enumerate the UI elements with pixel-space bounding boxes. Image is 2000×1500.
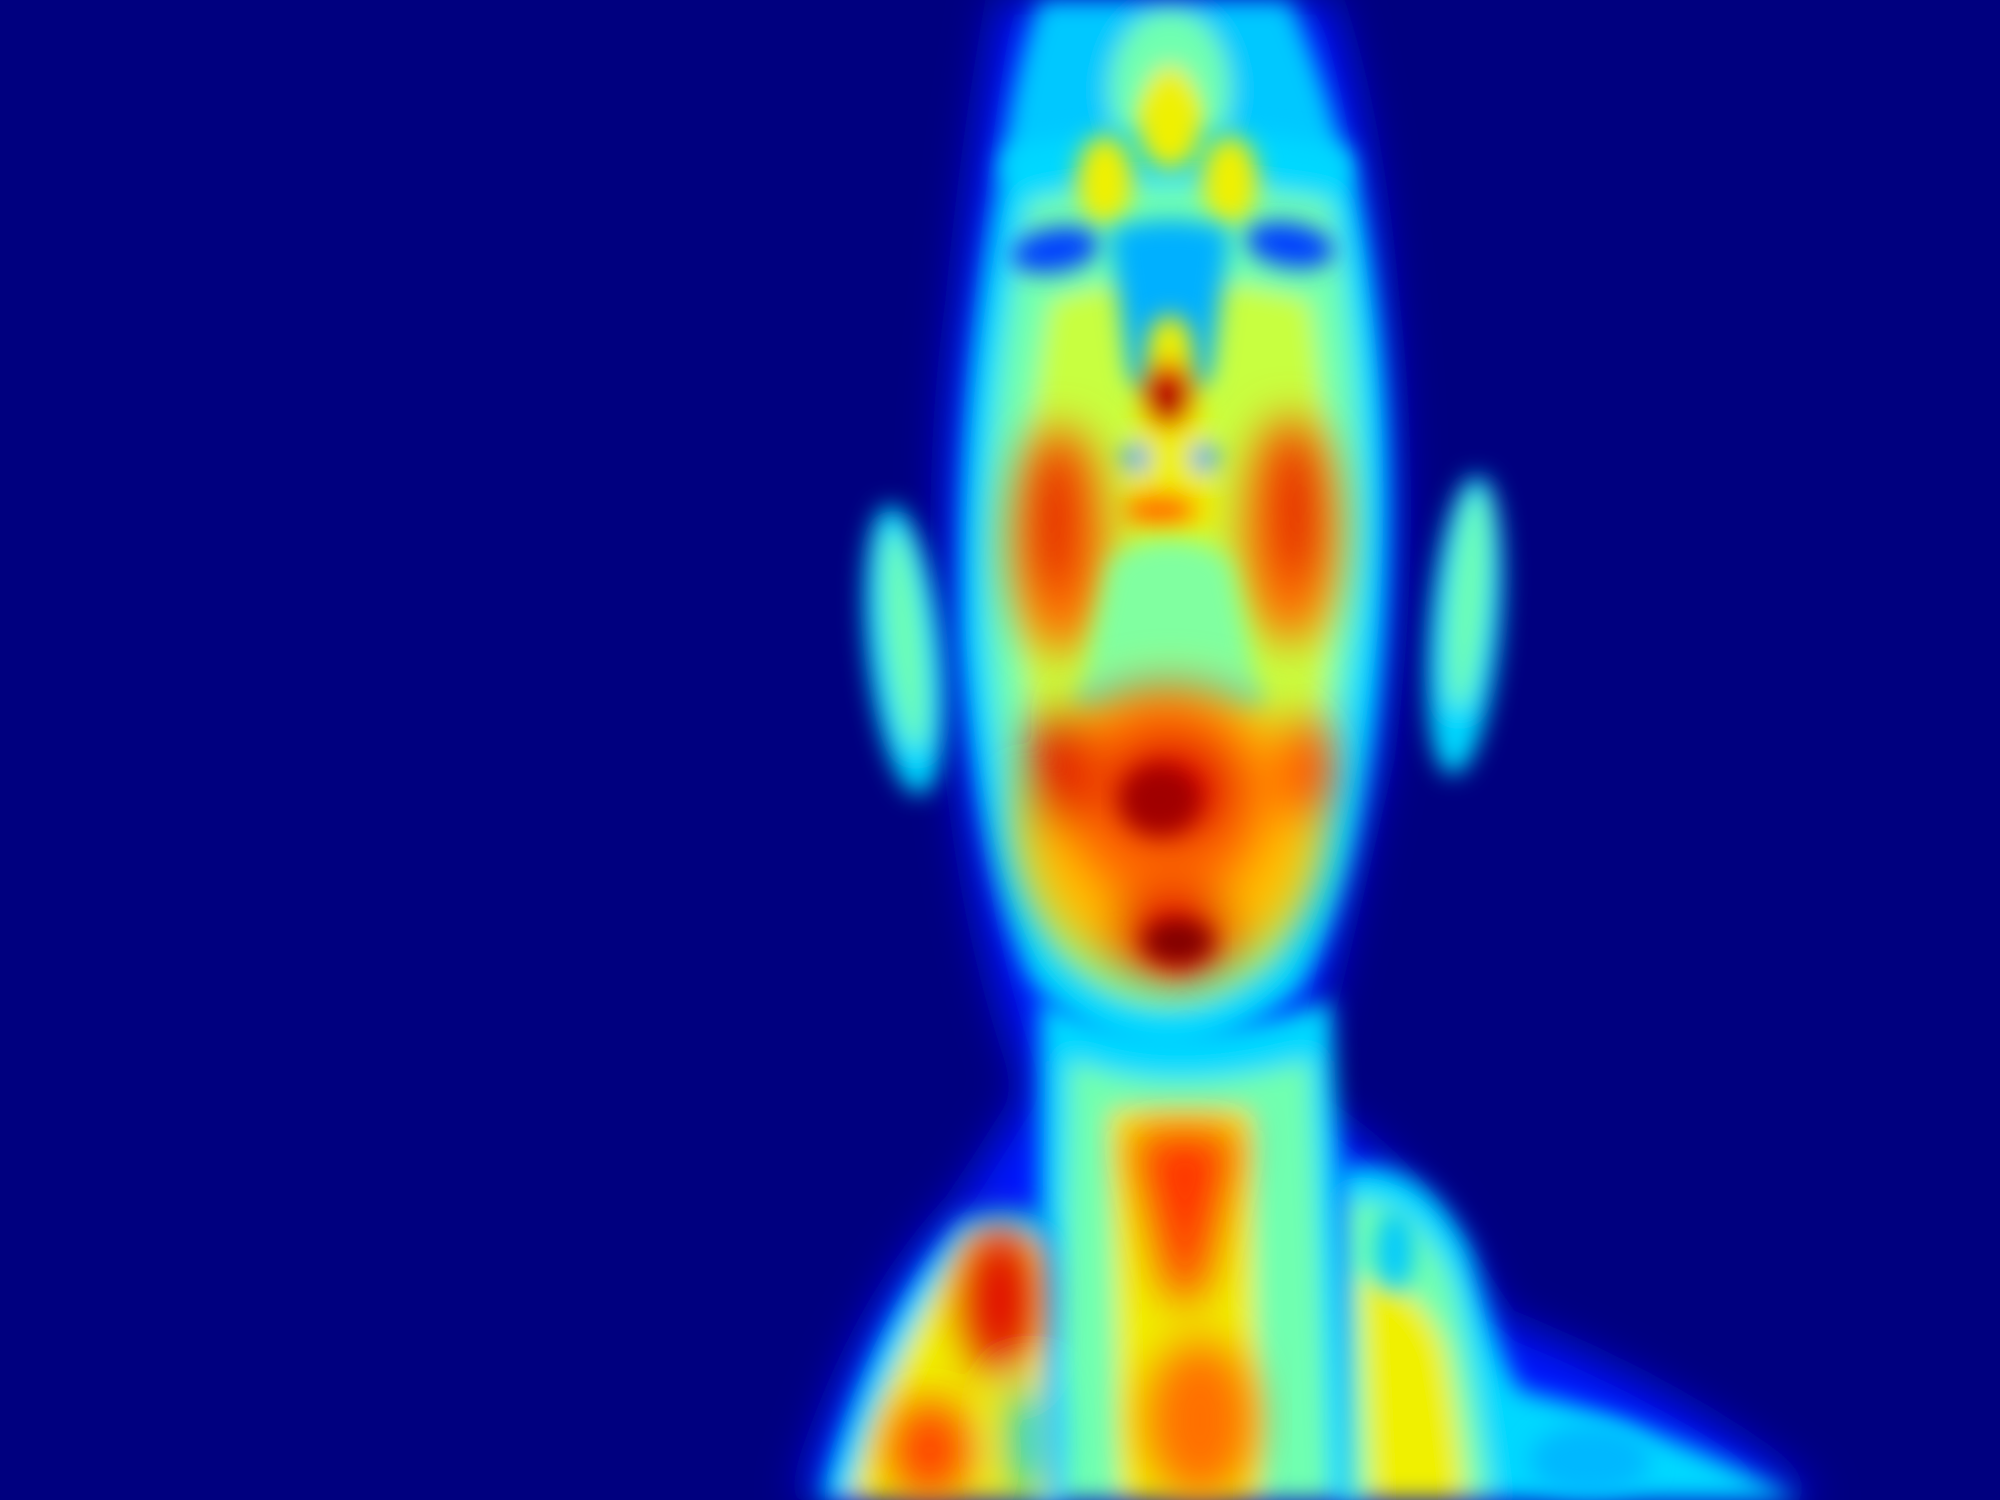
right-ear — [1426, 475, 1504, 775]
left-ear — [864, 505, 946, 795]
eyes — [1010, 220, 1335, 390]
right-shoulder-cool — [1377, 1210, 1650, 1495]
mouth-peak — [1120, 765, 1213, 964]
left-shoulder-hot — [890, 1225, 1050, 1500]
throat-hot — [1130, 1130, 1255, 1500]
forehead-spots — [1077, 90, 1258, 225]
nose — [1120, 315, 1220, 540]
cheeks — [1012, 415, 1338, 655]
